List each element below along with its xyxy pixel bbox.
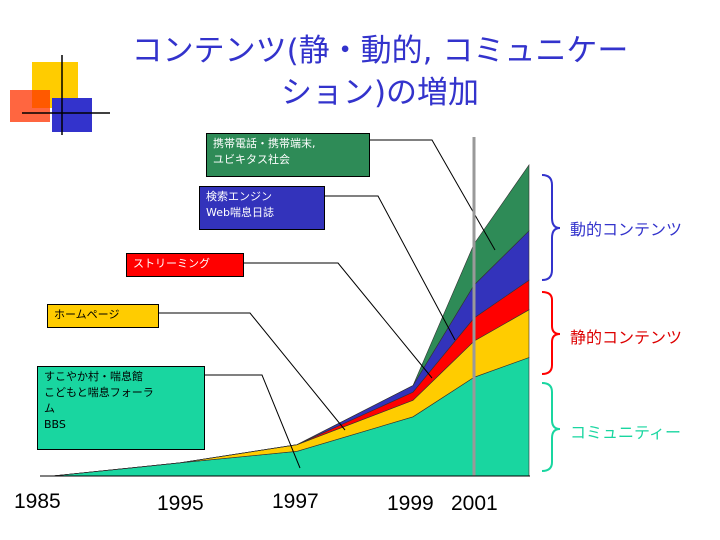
- callout-community-line-3: ム: [44, 402, 55, 415]
- brace-dynamic: [541, 174, 561, 281]
- callout-community: すこやか村・喘息館 こどもと喘息フォーラ ム BBS: [37, 366, 205, 450]
- slide-title-line1: コンテンツ(静・動的, コミュニケー: [131, 33, 629, 69]
- leader-search: [325, 195, 456, 341]
- decor-red-square: [10, 90, 50, 122]
- area-series-5: [51, 164, 530, 477]
- brace-label-static: 静的コンテンツ: [570, 328, 683, 347]
- callout-streaming: ストリーミング: [126, 253, 244, 277]
- leader-streaming: [244, 262, 433, 379]
- leader-community: [205, 374, 301, 469]
- leader-mobile: [370, 139, 496, 251]
- decor-blue-square: [52, 98, 92, 132]
- slide-title-line2: ション)の増加: [280, 75, 480, 111]
- x-tick-label-2001: 2001: [451, 492, 498, 515]
- callout-search-line-1: 検索エンジン: [206, 190, 272, 203]
- callout-community-line-4: BBS: [44, 418, 66, 431]
- title-decoration: [10, 55, 110, 135]
- brace-static: [541, 291, 561, 375]
- callout-streaming-line-1: ストリーミング: [133, 257, 210, 270]
- callout-mobile-line-1: 携帯電話・携帯端末,: [213, 137, 316, 150]
- brace-label-dynamic: 動的コンテンツ: [570, 220, 683, 239]
- callout-community-line-1: すこやか村・喘息館: [44, 370, 143, 383]
- callout-homepage-line-1: ホームページ: [54, 308, 120, 321]
- x-tick-label-1995: 1995: [157, 492, 204, 515]
- x-tick-label-1997: 1997: [272, 490, 319, 513]
- callout-search-line-2: Web喘息日誌: [206, 206, 274, 219]
- brace-label-community: コミュニティー: [570, 423, 682, 442]
- callout-community-line-2: こどもと喘息フォーラ: [44, 386, 154, 399]
- callout-mobile-ubiquitous: 携帯電話・携帯端末, ユビキタス社会: [206, 133, 370, 177]
- leader-homepage: [159, 312, 346, 431]
- brace-community: [541, 382, 561, 472]
- slide-title: コンテンツ(静・動的, コミュニケー ション)の増加: [60, 30, 700, 114]
- callout-mobile-line-2: ユビキタス社会: [213, 153, 290, 166]
- callout-search-engine: 検索エンジン Web喘息日誌: [199, 186, 325, 230]
- callout-homepage: ホームページ: [47, 304, 159, 328]
- x-tick-label-1999: 1999: [387, 492, 434, 515]
- x-tick-label-1985: 1985: [14, 490, 61, 513]
